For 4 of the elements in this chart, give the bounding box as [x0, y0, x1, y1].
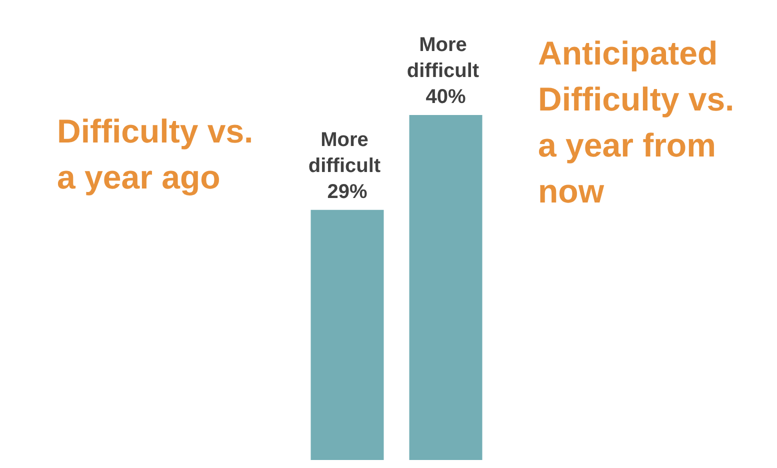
data-label: More difficult 40%	[406, 34, 485, 108]
text: Difficulty vs. a year ago	[57, 112, 262, 196]
text: Anticipated Difficulty vs. a year from now	[538, 34, 744, 210]
data-label: More difficult 29%	[308, 128, 386, 203]
